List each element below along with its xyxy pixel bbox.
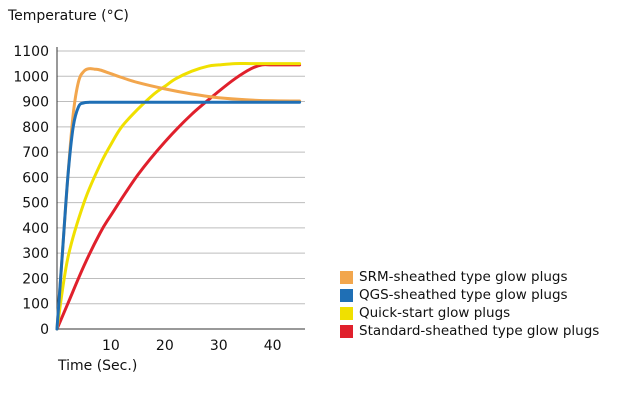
series-line-srm-sheathed-type-glow-plugs xyxy=(55,67,302,331)
x-tick-label-10: 10 xyxy=(102,338,120,354)
y-tick-label-600: 600 xyxy=(22,170,49,186)
legend-item: Standard-sheathed type glow plugs xyxy=(340,322,599,340)
legend-item: SRM-sheathed type glow plugs xyxy=(340,268,599,286)
y-tick-label-1100: 1100 xyxy=(13,44,49,60)
y-tick-label-1000: 1000 xyxy=(13,69,49,85)
y-tick-label-100: 100 xyxy=(22,297,49,313)
y-tick-label-300: 300 xyxy=(22,246,49,262)
y-axis-title: Temperature (°C) xyxy=(8,8,129,24)
x-tick-label-40: 40 xyxy=(264,338,282,354)
x-tick-label-30: 30 xyxy=(210,338,228,354)
legend-label: Standard-sheathed type glow plugs xyxy=(359,323,600,339)
legend-label: SRM-sheathed type glow plugs xyxy=(359,269,568,285)
series-line-quick-start-glow-plugs xyxy=(55,62,302,331)
x-tick-label-20: 20 xyxy=(156,338,174,354)
legend-swatch xyxy=(340,306,353,320)
legend-swatch xyxy=(340,288,353,302)
legend-item: QGS-sheathed type glow plugs xyxy=(340,286,599,304)
y-tick-label-0: 0 xyxy=(40,322,49,338)
legend: SRM-sheathed type glow plugs QGS-sheathed… xyxy=(340,268,599,340)
y-tick-label-800: 800 xyxy=(22,120,49,136)
y-tick-label-400: 400 xyxy=(22,221,49,237)
legend-swatch xyxy=(340,270,353,284)
series-line-qgs-sheathed-type-glow-plugs xyxy=(55,100,302,331)
legend-label: Quick-start glow plugs xyxy=(359,305,511,321)
y-tick-label-700: 700 xyxy=(22,145,49,161)
y-tick-label-500: 500 xyxy=(22,196,49,212)
legend-label: QGS-sheathed type glow plugs xyxy=(359,287,568,303)
legend-item: Quick-start glow plugs xyxy=(340,304,599,322)
y-tick-label-200: 200 xyxy=(22,271,49,287)
legend-swatch xyxy=(340,324,353,338)
series-line-standard-sheathed-type-glow-plugs xyxy=(55,63,302,331)
x-axis-title: Time (Sec.) xyxy=(58,358,138,374)
y-tick-label-900: 900 xyxy=(22,95,49,111)
